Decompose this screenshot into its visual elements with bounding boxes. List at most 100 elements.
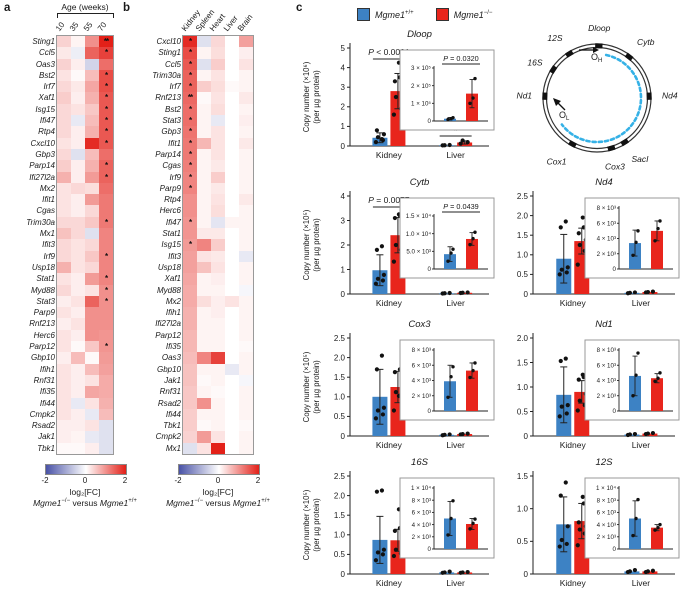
heatmap-cell: [85, 81, 99, 93]
heatmap-cell: [225, 126, 239, 138]
heatmap-cell: *: [99, 250, 113, 262]
data-point: [627, 569, 633, 574]
heatmap-cell: [211, 261, 225, 274]
data-point: [465, 431, 470, 436]
svg-text:Kidney: Kidney: [560, 578, 587, 588]
heatmap-row: [57, 329, 113, 342]
svg-text:0: 0: [613, 546, 617, 553]
heatmap-cell: [99, 374, 113, 387]
data-point: [381, 405, 387, 410]
svg-text:Copy number (×10⁵): Copy number (×10⁵): [302, 209, 311, 280]
gene-label: Xaf1: [164, 274, 181, 284]
data-point: [557, 272, 562, 277]
gene-label: Rsad2: [157, 398, 181, 408]
heatmap-cell: [211, 420, 225, 432]
heatmap-cell: [197, 250, 211, 262]
data-point: [447, 290, 452, 296]
heatmap-cell: [85, 408, 99, 421]
data-point: [627, 432, 633, 437]
heatmap-row: [183, 273, 253, 285]
heatmap-cell: [211, 239, 225, 251]
data-point: [460, 290, 465, 295]
gene-label: Cxcl10: [30, 138, 55, 148]
heatmap-cell: [225, 295, 239, 308]
gene-tick: [564, 49, 574, 58]
bar: [439, 572, 455, 574]
heatmap-row: [57, 363, 113, 375]
heatmap-cell: [239, 194, 253, 206]
gene-tick: [607, 144, 616, 152]
heatmap-cell: [239, 103, 253, 116]
heatmap-cell: [197, 318, 211, 330]
heatmap-cell: [197, 148, 211, 161]
gene-label: Jak1: [164, 375, 181, 385]
data-point: [447, 432, 452, 437]
colorbar-b-label: log₂[FC]: [202, 487, 234, 497]
heatmap-cell: [57, 261, 71, 274]
heatmap-cell: [197, 36, 211, 48]
heatmap-cell: [85, 341, 99, 353]
inset-data-point: [634, 373, 638, 377]
heatmap-cell: [225, 386, 239, 398]
heatmap-cell: [99, 318, 113, 330]
heatmap-row: [183, 397, 253, 409]
origin-l-arrow: [553, 98, 561, 106]
svg-text:0.5: 0.5: [517, 270, 529, 279]
heatmap-cell: [239, 171, 253, 183]
heatmap-cell: *: [183, 69, 197, 82]
bar: [624, 571, 640, 574]
svg-text:4 × 10³: 4 × 10³: [597, 378, 616, 385]
heatmap-cell: [71, 341, 85, 353]
data-point: [580, 372, 585, 377]
data-point: [580, 215, 585, 220]
heatmap-cell: [71, 318, 85, 330]
heatmap-cell: [183, 352, 197, 364]
map-gene-label: Cox3: [605, 161, 625, 171]
data-point: [465, 290, 470, 295]
heatmap-b-columns: Kidney Spleen Heart Liver Brain: [180, 0, 255, 34]
data-point: [563, 356, 568, 361]
origin-l-label: OL: [559, 110, 570, 122]
svg-text:4 × 10³: 4 × 10³: [412, 522, 431, 529]
heatmap-cell: *: [183, 137, 197, 149]
heatmap-row: *: [183, 239, 253, 251]
heatmap-cell: [239, 205, 253, 217]
heatmap-cell: *: [183, 182, 197, 195]
heatmap-row: [57, 352, 113, 364]
heatmap-cell: [57, 137, 71, 149]
heatmap-cell: [211, 408, 225, 421]
svg-text:2.0: 2.0: [517, 334, 529, 343]
heatmap-cell: [99, 420, 113, 432]
heatmap-cell: [57, 420, 71, 432]
heatmap-column-label: 55: [81, 20, 95, 33]
heatmap-cell: [183, 408, 197, 421]
data-point: [627, 290, 633, 295]
gene-label: Bst2: [38, 70, 55, 80]
heatmap-cell: [71, 261, 85, 274]
heatmap-cell: [57, 431, 71, 443]
heatmap-cell: [211, 194, 225, 206]
heatmap-cell: [57, 81, 71, 93]
heatmap-cell: *: [99, 103, 113, 116]
heatmap-cell: [239, 126, 253, 138]
gene-label: Cgas: [162, 161, 181, 171]
heatmap-cell: [57, 386, 71, 398]
heatmap-row: [183, 194, 253, 206]
heatmap-cell: [99, 307, 113, 319]
heatmap-a-grid: ** * * * * * * * * * * * * * * * *: [56, 35, 114, 455]
heatmap-row: [183, 318, 253, 330]
inset-data-point: [446, 395, 450, 399]
heatmap-cell: [239, 420, 253, 432]
genotype-legend: Mgme1+/+ Mgme1−/−: [357, 8, 492, 21]
data-point: [442, 432, 447, 437]
heatmap-cell: [239, 69, 253, 82]
heatmap-cell: [197, 228, 211, 240]
heatmap-cell: [211, 284, 225, 296]
heatmap-cell: [225, 408, 239, 421]
data-point: [650, 568, 656, 573]
svg-text:8 × 10³: 8 × 10³: [597, 205, 616, 212]
heatmap-cell: [239, 182, 253, 195]
heatmap-cell: *: [99, 126, 113, 138]
heatmap-cell: [85, 115, 99, 127]
inset-bar: [466, 370, 478, 411]
